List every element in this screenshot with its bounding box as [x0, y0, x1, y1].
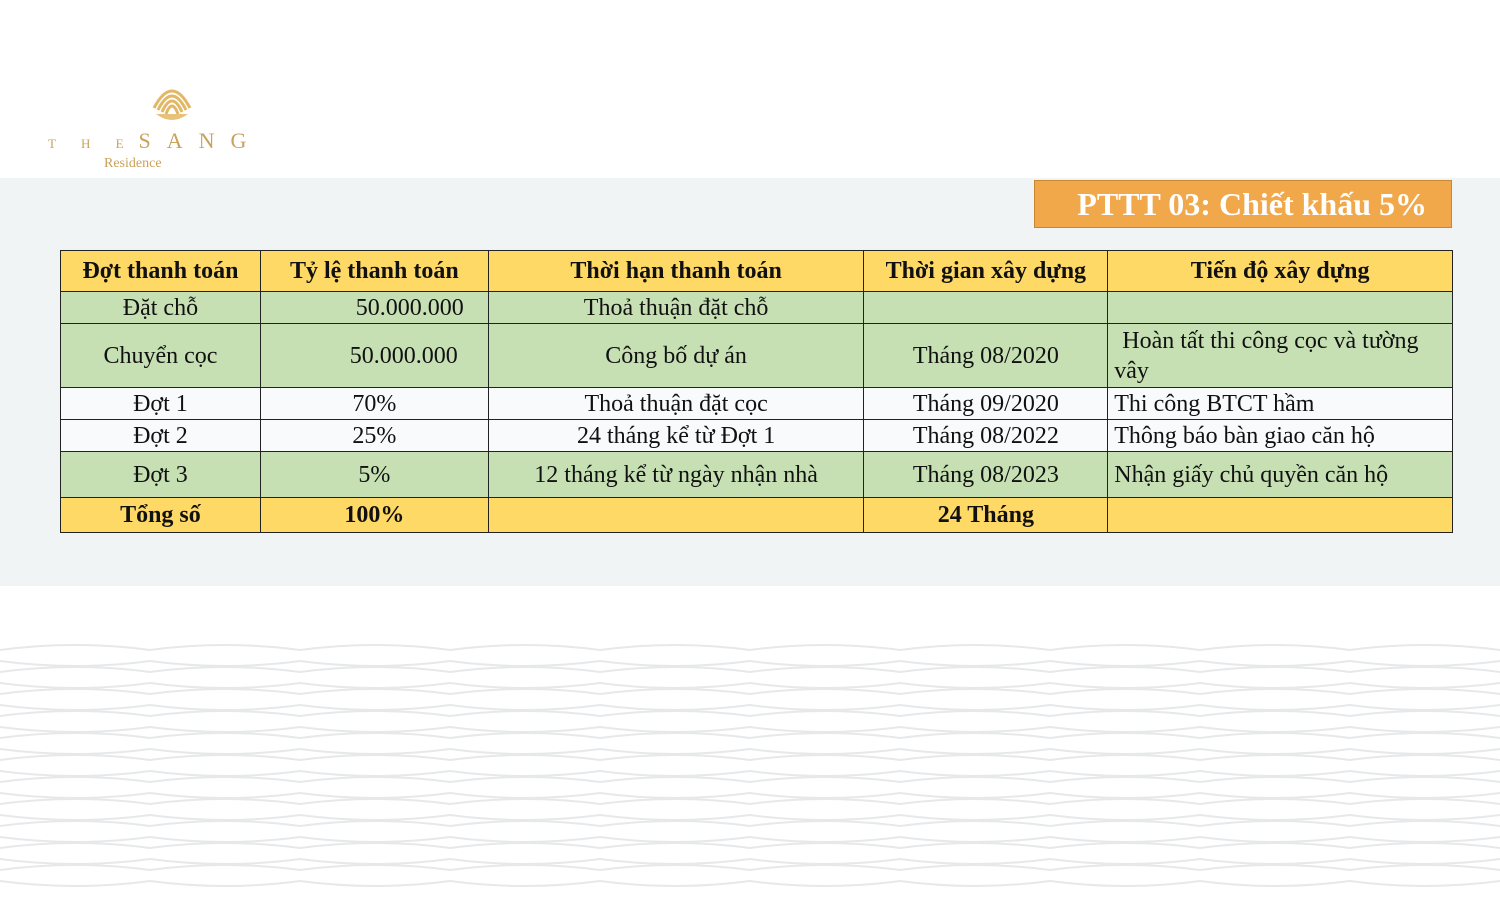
header-installment: Đợt thanh toán	[60, 250, 261, 292]
wave-line	[0, 864, 1500, 872]
total-rate: 100%	[259, 497, 489, 533]
cell-rate: 70%	[259, 387, 489, 420]
cell-build-progress: Thông báo bàn giao căn hộ	[1107, 419, 1453, 452]
table-row: Chuyển cọc 50.000.000 Công bố dự án Thán…	[60, 323, 1453, 388]
table-row: Đợt 3 5% 12 tháng kể từ ngày nhận nhà Th…	[60, 451, 1453, 498]
wave-line	[0, 703, 1500, 711]
wave-line	[0, 659, 1500, 667]
brand-wordmark: T H E SANG	[48, 128, 246, 154]
cell-installment: Đặt chỗ	[60, 291, 261, 324]
payment-plan-badge: PTTT 03: Chiết khấu 5%	[1034, 180, 1452, 228]
decorative-waves	[0, 644, 1500, 887]
wave-line	[0, 879, 1500, 887]
cell-build-progress: Nhận giấy chủ quyền căn hộ	[1107, 451, 1453, 498]
wave-line	[0, 710, 1500, 718]
cell-build-time: Tháng 09/2020	[863, 387, 1109, 420]
wave-line	[0, 725, 1500, 733]
cell-rate: 50.000.000	[259, 323, 489, 388]
wave-line	[0, 813, 1500, 821]
cell-build-time	[863, 291, 1109, 324]
table-row: Đặt chỗ 50.000.000 Thoả thuận đặt chỗ	[60, 291, 1453, 324]
shell-logo-icon	[152, 89, 192, 120]
wave-line	[0, 798, 1500, 806]
wave-line	[0, 688, 1500, 696]
cell-build-time: Tháng 08/2023	[863, 451, 1109, 498]
table-total-row: Tổng số 100% 24 Tháng	[60, 497, 1453, 533]
wave-line	[0, 732, 1500, 740]
cell-due: Thoả thuận đặt chỗ	[487, 291, 865, 324]
header-build-time: Thời gian xây dựng	[863, 250, 1109, 292]
table-header-row: Đợt thanh toán Tỷ lệ thanh toán Thời hạn…	[60, 250, 1453, 292]
brand-logo: T H E SANG Residence	[40, 70, 246, 175]
wave-line	[0, 835, 1500, 843]
cell-due: 24 tháng kể từ Đợt 1	[487, 419, 865, 452]
cell-rate: 5%	[259, 451, 489, 498]
wave-line	[0, 666, 1500, 674]
total-build-progress	[1107, 497, 1453, 533]
cell-installment: Chuyển cọc	[60, 323, 261, 388]
wave-line	[0, 820, 1500, 828]
wave-line	[0, 754, 1500, 762]
total-due	[487, 497, 865, 533]
cell-installment: Đợt 3	[60, 451, 261, 498]
wave-line	[0, 776, 1500, 784]
wave-line	[0, 769, 1500, 777]
cell-build-progress	[1107, 291, 1453, 324]
header-rate: Tỷ lệ thanh toán	[259, 250, 489, 292]
cell-build-progress: Hoàn tất thi công cọc và tường vây	[1107, 323, 1453, 388]
cell-build-time: Tháng 08/2020	[863, 323, 1109, 388]
brand-the: T H E	[48, 136, 135, 151]
wave-line	[0, 842, 1500, 850]
cell-rate: 25%	[259, 419, 489, 452]
cell-installment: Đợt 2	[60, 419, 261, 452]
wave-line	[0, 681, 1500, 689]
cell-due: Công bố dự án	[487, 323, 865, 388]
wave-line	[0, 791, 1500, 799]
cell-build-time: Tháng 08/2022	[863, 419, 1109, 452]
brand-subtitle: Residence	[104, 156, 162, 171]
header-due: Thời hạn thanh toán	[487, 250, 865, 292]
cell-installment: Đợt 1	[60, 387, 261, 420]
cell-due: 12 tháng kể từ ngày nhận nhà	[487, 451, 865, 498]
cell-build-progress: Thi công BTCT hầm	[1107, 387, 1453, 420]
table-row: Đợt 1 70% Thoả thuận đặt cọc Tháng 09/20…	[60, 387, 1453, 420]
cell-rate: 50.000.000	[259, 291, 489, 324]
total-label: Tổng số	[60, 497, 261, 533]
payment-schedule-table: Đợt thanh toán Tỷ lệ thanh toán Thời hạn…	[60, 250, 1453, 533]
wave-line	[0, 857, 1500, 865]
table-row: Đợt 2 25% 24 tháng kể từ Đợt 1 Tháng 08/…	[60, 419, 1453, 452]
cell-due: Thoả thuận đặt cọc	[487, 387, 865, 420]
total-build-time: 24 Tháng	[863, 497, 1109, 533]
wave-line	[0, 747, 1500, 755]
brand-sang: SANG	[138, 128, 263, 153]
wave-line	[0, 644, 1500, 652]
header-build-progress: Tiến độ xây dựng	[1107, 250, 1453, 292]
